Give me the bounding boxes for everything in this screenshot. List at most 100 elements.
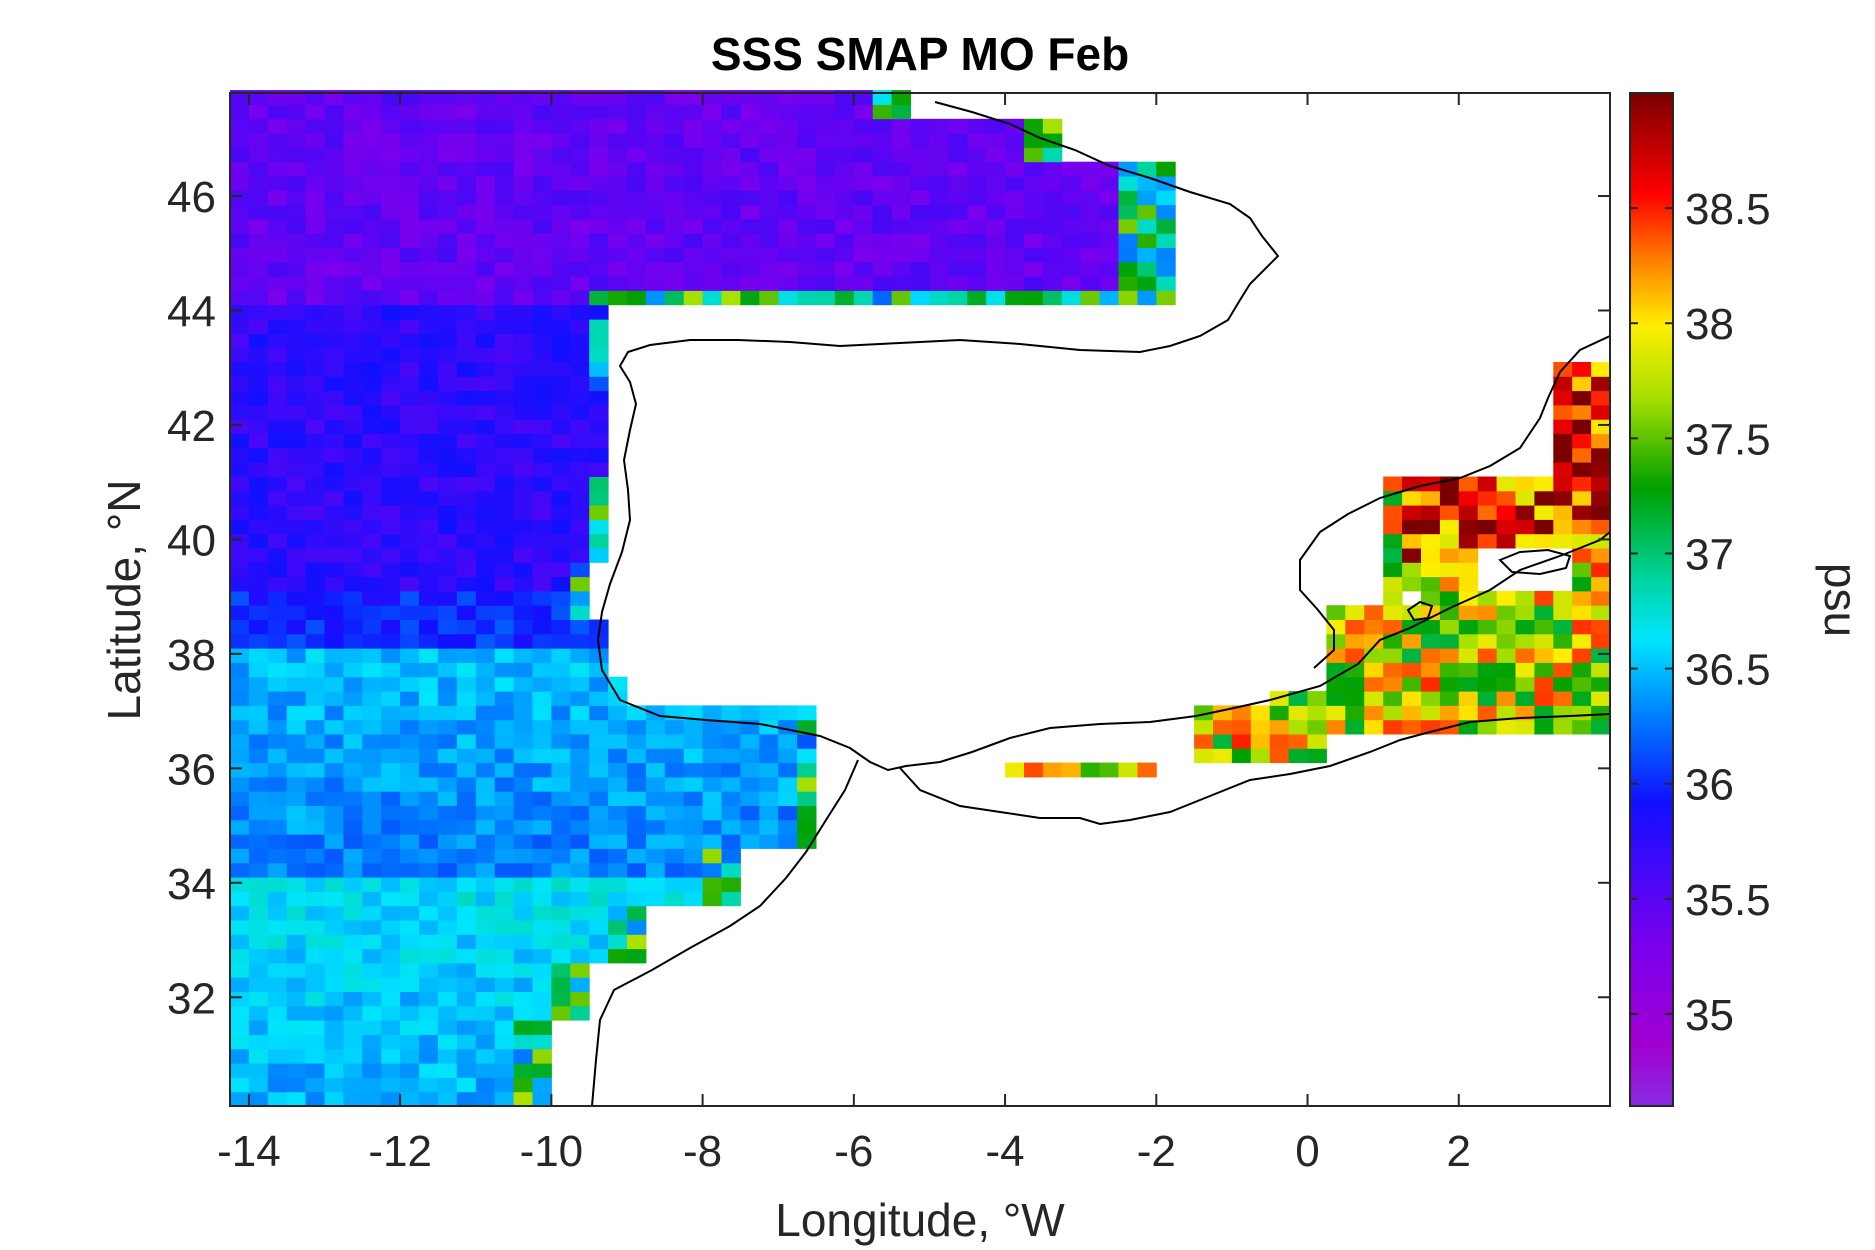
heatmap-cell [645, 161, 666, 177]
heatmap-cell [1477, 676, 1498, 692]
heatmap-cell [1364, 719, 1384, 735]
heatmap-cell [475, 447, 496, 463]
heatmap-cell [551, 605, 571, 620]
heatmap-cell [267, 762, 288, 778]
heatmap-cell [589, 734, 609, 749]
heatmap-cell [910, 233, 930, 248]
heatmap-cell [419, 948, 439, 964]
heatmap-cell [343, 962, 363, 978]
heatmap-cell [532, 676, 552, 692]
heatmap-cell [1402, 548, 1422, 563]
heatmap-cell [475, 734, 496, 749]
heatmap-cell [1534, 519, 1554, 535]
heatmap-cell [230, 977, 250, 992]
heatmap-cell [948, 204, 968, 220]
heatmap-cell [494, 390, 515, 406]
heatmap-cell [513, 333, 533, 349]
heatmap-cell [248, 619, 269, 635]
heatmap-cell [1553, 476, 1573, 492]
heatmap-cell [230, 891, 250, 907]
heatmap-cell [1591, 433, 1611, 449]
heatmap-cell [248, 862, 269, 878]
heatmap-cell [419, 1091, 439, 1107]
heatmap-cell [570, 691, 590, 706]
heatmap-cell [419, 762, 439, 778]
heatmap-cell [683, 190, 704, 206]
heatmap-cell [1383, 562, 1403, 578]
heatmap-cell [891, 276, 911, 291]
heatmap-cell [437, 633, 458, 649]
heatmap-cell [248, 934, 269, 950]
heatmap-cell [853, 204, 874, 220]
heatmap-cell [475, 562, 496, 578]
heatmap-cell [230, 619, 250, 635]
heatmap-cell [853, 133, 874, 148]
heatmap-cell [778, 233, 798, 248]
heatmap-cell [1118, 204, 1138, 220]
heatmap-cell [551, 834, 571, 849]
heatmap-cell [248, 218, 269, 234]
heatmap-cell [362, 877, 382, 892]
heatmap-cell [1439, 533, 1460, 549]
heatmap-cell [437, 1063, 458, 1078]
heatmap-cell [475, 920, 496, 935]
heatmap-cell [456, 977, 477, 992]
heatmap-cell [248, 261, 269, 277]
heatmap-cell [853, 147, 874, 163]
heatmap-cell [1383, 676, 1403, 692]
heatmap-cell [1572, 691, 1592, 706]
heatmap-cell [381, 977, 401, 992]
heatmap-cell [910, 290, 930, 306]
heatmap-cell [286, 462, 307, 477]
heatmap-cell [532, 962, 552, 978]
heatmap-cell [1439, 548, 1460, 563]
heatmap-cell [570, 934, 590, 950]
heatmap-cell [494, 376, 515, 392]
heatmap-cell [400, 233, 420, 248]
heatmap-cell [702, 819, 722, 835]
x-tick-label: -4 [986, 1127, 1025, 1176]
heatmap-cell [248, 548, 269, 563]
heatmap-cell [778, 791, 798, 806]
heatmap-cell [324, 161, 344, 177]
heatmap-cell [475, 776, 496, 792]
heatmap-cell [551, 633, 571, 649]
heatmap-cell [570, 362, 590, 377]
heatmap-cell [286, 762, 307, 778]
heatmap-cell [494, 104, 515, 120]
heatmap-cell [1572, 404, 1592, 420]
heatmap-cell [419, 891, 439, 907]
heatmap-cell [1458, 633, 1479, 649]
heatmap-cell [267, 1048, 288, 1064]
heatmap-cell [248, 562, 269, 578]
heatmap-cell [400, 705, 420, 721]
heatmap-cell [267, 290, 288, 306]
heatmap-cell [419, 548, 439, 563]
heatmap-cell [589, 161, 609, 177]
heatmap-cell [570, 862, 590, 878]
heatmap-cell [381, 1020, 401, 1035]
heatmap-cell [1307, 691, 1327, 706]
heatmap-cell [1553, 533, 1573, 549]
heatmap-cell [532, 161, 552, 177]
heatmap-cell [324, 505, 344, 520]
heatmap-cell [456, 118, 477, 134]
heatmap-cell [948, 290, 968, 306]
heatmap-cell [967, 147, 987, 163]
heatmap-cell [1591, 490, 1611, 506]
heatmap-cell [551, 705, 571, 721]
heatmap-cell [286, 304, 307, 320]
heatmap-cell [589, 891, 609, 907]
heatmap-cell [437, 848, 458, 864]
heatmap-cell [437, 376, 458, 392]
heatmap-cell [437, 648, 458, 663]
heatmap-cell [400, 161, 420, 177]
heatmap-cell [797, 276, 817, 291]
heatmap-cell [683, 805, 704, 821]
heatmap-cell [683, 133, 704, 148]
heatmap-cell [513, 834, 533, 849]
heatmap-cell [532, 247, 552, 263]
heatmap-cell [1477, 648, 1498, 663]
heatmap-cell [305, 762, 325, 778]
heatmap-cell [891, 247, 911, 263]
